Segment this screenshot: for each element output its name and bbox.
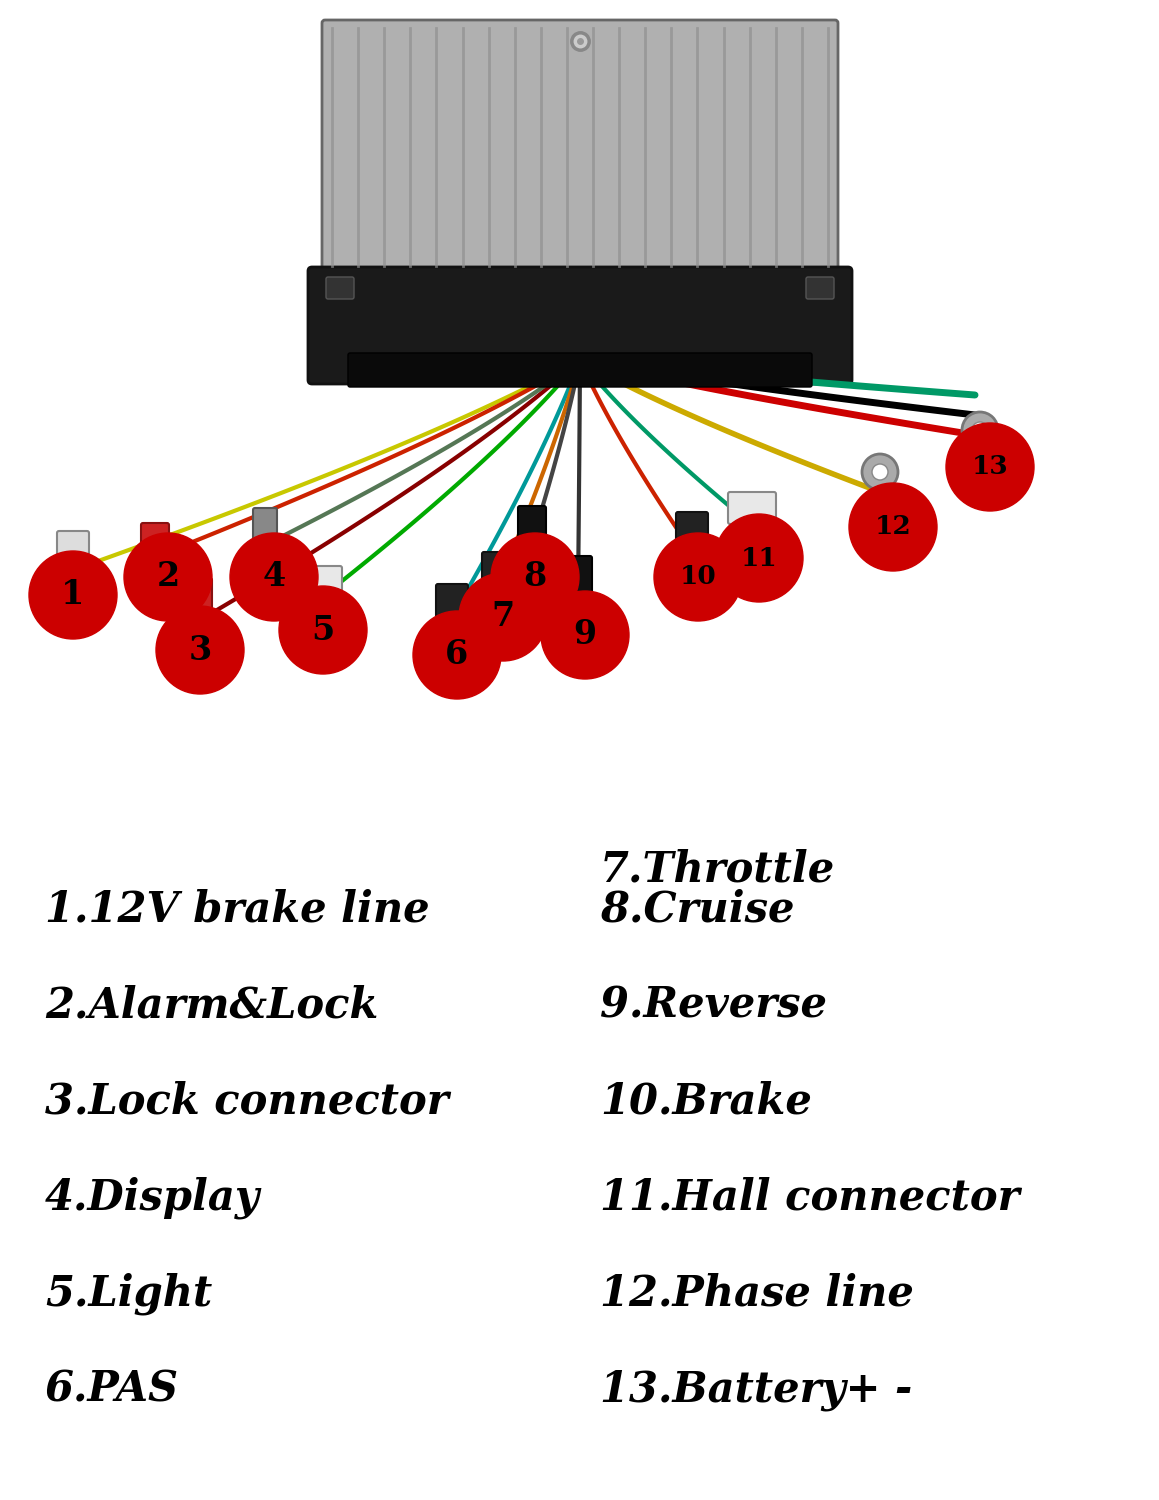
Circle shape xyxy=(872,464,888,480)
FancyBboxPatch shape xyxy=(564,556,592,604)
Circle shape xyxy=(654,532,742,621)
Circle shape xyxy=(491,532,580,621)
Circle shape xyxy=(279,586,367,674)
Text: 10: 10 xyxy=(679,564,716,590)
Text: 4: 4 xyxy=(262,561,285,594)
Text: 6: 6 xyxy=(445,639,468,672)
Text: 6.PAS: 6.PAS xyxy=(45,1370,178,1411)
FancyBboxPatch shape xyxy=(482,552,513,588)
Circle shape xyxy=(962,413,998,448)
Circle shape xyxy=(850,483,936,572)
FancyBboxPatch shape xyxy=(806,278,834,298)
Circle shape xyxy=(459,573,547,662)
Text: 5: 5 xyxy=(312,614,335,646)
Circle shape xyxy=(972,422,987,438)
FancyBboxPatch shape xyxy=(728,492,777,524)
Text: 12: 12 xyxy=(875,514,911,540)
Circle shape xyxy=(862,454,898,490)
FancyBboxPatch shape xyxy=(141,524,169,567)
Text: 13.Battery+ -: 13.Battery+ - xyxy=(600,1370,912,1411)
FancyBboxPatch shape xyxy=(308,267,852,384)
Circle shape xyxy=(946,423,1034,512)
Circle shape xyxy=(413,610,501,699)
Text: 7.Throttle: 7.Throttle xyxy=(600,849,836,891)
Circle shape xyxy=(541,591,629,680)
FancyBboxPatch shape xyxy=(436,584,468,620)
Text: 8.Cruise: 8.Cruise xyxy=(600,890,795,932)
Circle shape xyxy=(229,532,318,621)
Text: 10.Brake: 10.Brake xyxy=(600,1082,811,1124)
Circle shape xyxy=(29,550,117,639)
Circle shape xyxy=(156,606,245,694)
Text: 2: 2 xyxy=(156,561,180,594)
Text: 9: 9 xyxy=(574,618,597,651)
Text: 3: 3 xyxy=(189,633,212,666)
Text: 4.Display: 4.Display xyxy=(45,1176,260,1219)
Text: 3.Lock connector: 3.Lock connector xyxy=(45,1082,449,1124)
FancyBboxPatch shape xyxy=(57,531,89,579)
Circle shape xyxy=(124,532,212,621)
Text: 12.Phase line: 12.Phase line xyxy=(600,1274,914,1316)
FancyBboxPatch shape xyxy=(676,512,708,548)
Text: 11.Hall connector: 11.Hall connector xyxy=(600,1178,1020,1219)
FancyBboxPatch shape xyxy=(518,506,546,554)
FancyBboxPatch shape xyxy=(188,578,212,612)
Text: 7: 7 xyxy=(491,600,515,633)
Text: 1.12V brake line: 1.12V brake line xyxy=(45,890,430,932)
Text: 5.Light: 5.Light xyxy=(45,1272,212,1316)
FancyBboxPatch shape xyxy=(253,509,277,552)
FancyBboxPatch shape xyxy=(348,352,812,387)
FancyBboxPatch shape xyxy=(326,278,353,298)
Text: 8: 8 xyxy=(524,561,547,594)
FancyBboxPatch shape xyxy=(322,20,838,274)
Text: 13: 13 xyxy=(971,454,1008,480)
Text: 1: 1 xyxy=(61,579,85,612)
Text: 9.Reverse: 9.Reverse xyxy=(600,986,828,1028)
Text: 2.Alarm&Lock: 2.Alarm&Lock xyxy=(45,986,378,1028)
Circle shape xyxy=(715,514,803,602)
Text: 11: 11 xyxy=(741,546,778,570)
FancyBboxPatch shape xyxy=(294,566,342,598)
